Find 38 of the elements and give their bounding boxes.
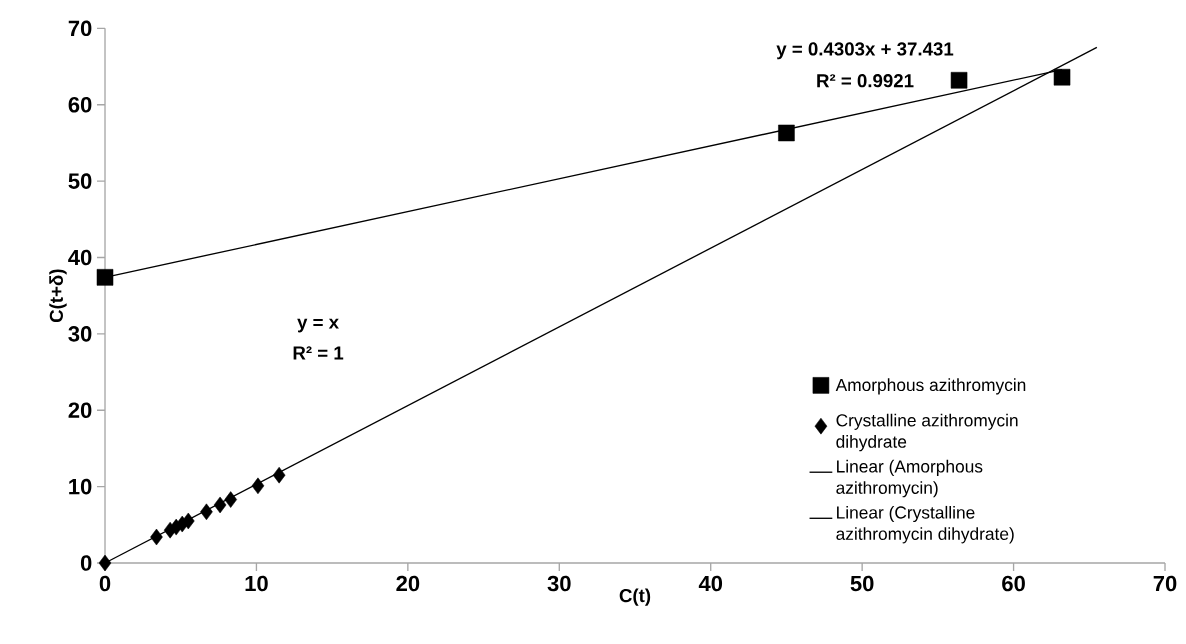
point <box>96 269 114 286</box>
y-tick-label: 50 <box>68 173 92 189</box>
x-tick-label: 0 <box>99 575 111 592</box>
y-tick-label: 30 <box>68 326 92 342</box>
x-tick-label: 40 <box>698 575 723 592</box>
y-tick-label: 0 <box>80 555 92 571</box>
y-tick-label: 10 <box>69 478 92 495</box>
annotation: R² = 1 <box>293 346 344 360</box>
legend-label: Linear (Amorphous azithromycin) <box>836 459 983 498</box>
point <box>200 503 213 521</box>
y-tick-label: 60 <box>68 96 92 113</box>
y-axis-title: C(t+δ) <box>49 269 67 323</box>
x-tick-label: 70 <box>1153 575 1177 592</box>
x-axis-title: C(t) <box>619 588 651 606</box>
x-tick-label: 10 <box>245 575 268 592</box>
point <box>950 72 968 89</box>
point <box>778 124 795 142</box>
y-tick-label: 70 <box>68 20 92 37</box>
point <box>98 554 112 572</box>
point <box>182 512 195 530</box>
annotation: R² = 0.9921 <box>817 74 914 88</box>
point <box>150 528 163 546</box>
legend-label: Crystalline azithromycin dihydrate <box>836 413 1018 452</box>
legend-label: Linear (Crystalline azithromycin dihydrate) <box>836 505 1014 544</box>
point <box>272 466 286 484</box>
y-tick-label: 20 <box>68 402 92 419</box>
x-tick-label: 20 <box>396 575 420 592</box>
x-tick-label: 50 <box>850 575 874 592</box>
x-tick-label: 60 <box>1002 575 1025 592</box>
point <box>224 491 237 508</box>
annotation: y = x <box>297 318 339 333</box>
y-tick-label: 40 <box>68 249 92 266</box>
legend-label: Amorphous azithromycin <box>835 378 1026 395</box>
x-tick-label: 30 <box>547 575 571 592</box>
point <box>251 477 265 495</box>
point <box>1053 68 1071 86</box>
point <box>213 496 227 514</box>
annotation: y = 0.4303x + 37.431 <box>776 42 954 60</box>
